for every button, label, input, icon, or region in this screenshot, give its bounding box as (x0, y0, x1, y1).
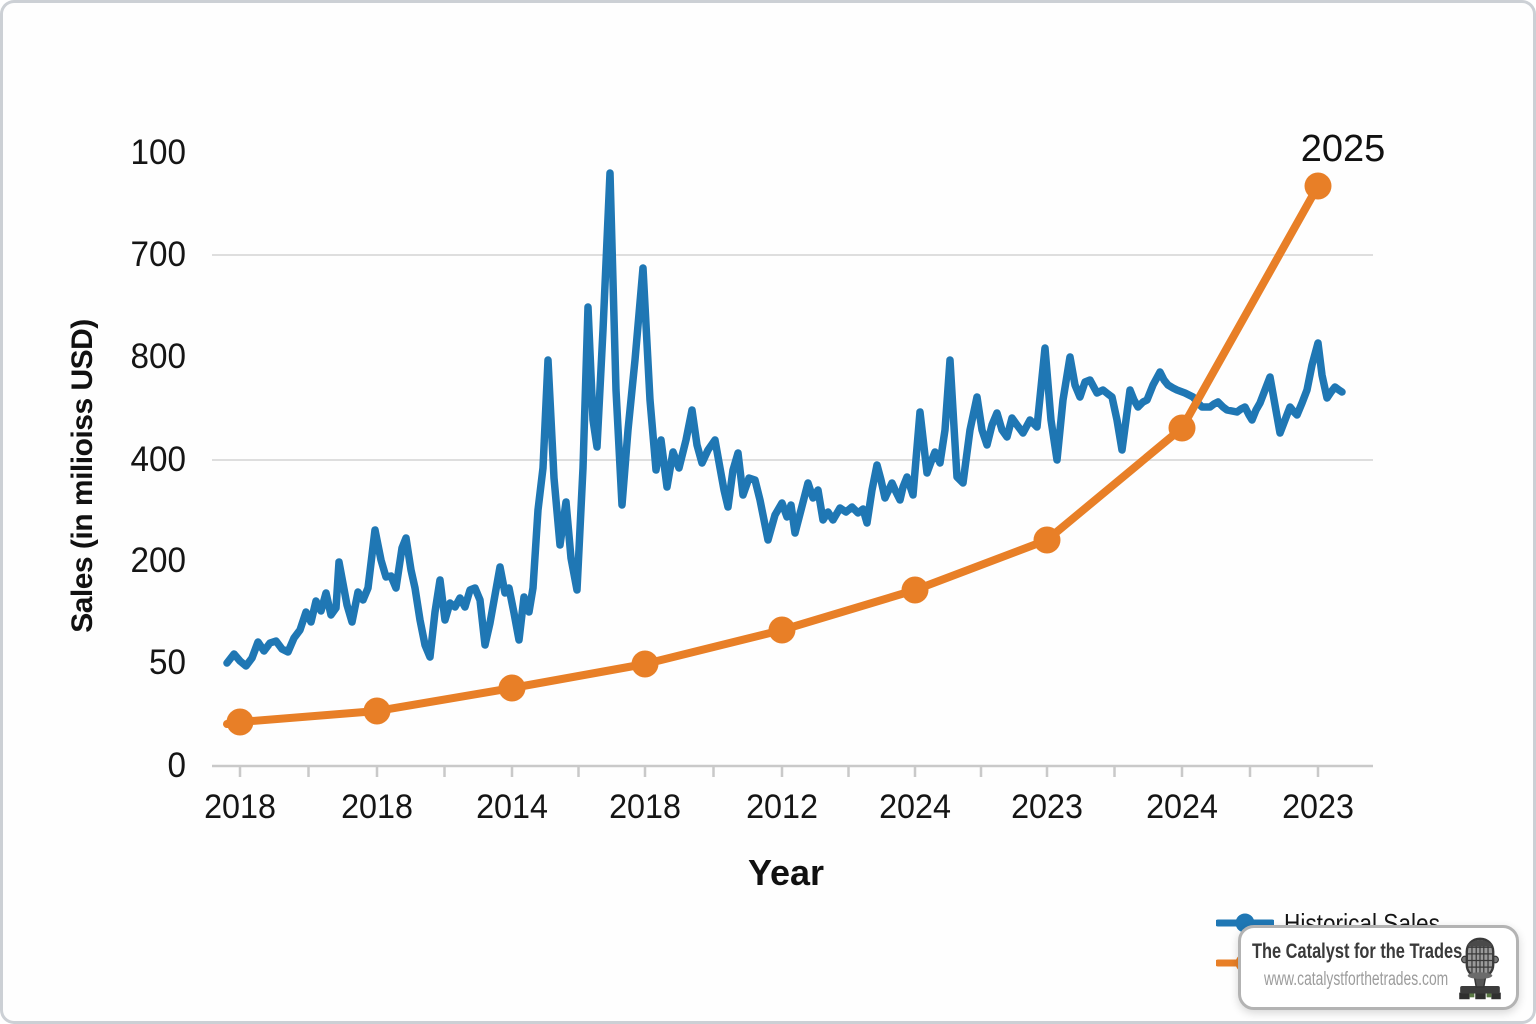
microphone-icon (1459, 937, 1501, 1000)
y-axis-title: Sales (in milioiss USD) (66, 319, 99, 633)
x-axis-tick-label: 2018 (204, 788, 276, 826)
y-axis-tick-label: 700 (130, 235, 186, 274)
y-axis-tick-label: 200 (130, 541, 186, 580)
y-axis-tick-label: 400 (130, 440, 186, 479)
x-axis-tick-label: 2024 (879, 788, 951, 826)
watermark-url: www.catalystforthetrades.com (1264, 969, 1449, 990)
x-axis-tick-label: 2018 (341, 788, 413, 826)
x-axis-title: Year (747, 852, 825, 893)
y-axis-tick-label: 0 (167, 746, 186, 785)
x-axis-tick-label: 2024 (1146, 788, 1218, 826)
x-axis-tick-label: 2023 (1011, 788, 1083, 826)
watermark-card: The Catalyst for the Trades www.catalyst… (1238, 925, 1519, 1010)
x-axis-tick-label: 2018 (609, 788, 681, 826)
x-axis-tick-label: 2023 (1282, 788, 1354, 826)
watermark-title: The Catalyst for the Trades (1252, 940, 1463, 963)
x-axis-tick-label: 2014 (476, 788, 548, 826)
annotation-2025: 2025 (1300, 128, 1386, 170)
x-axis-tick-label: 2012 (746, 788, 818, 826)
y-axis-tick-label: 50 (149, 643, 186, 682)
y-axis-tick-label: 100 (130, 133, 186, 172)
y-axis-tick-label: 800 (130, 337, 186, 376)
